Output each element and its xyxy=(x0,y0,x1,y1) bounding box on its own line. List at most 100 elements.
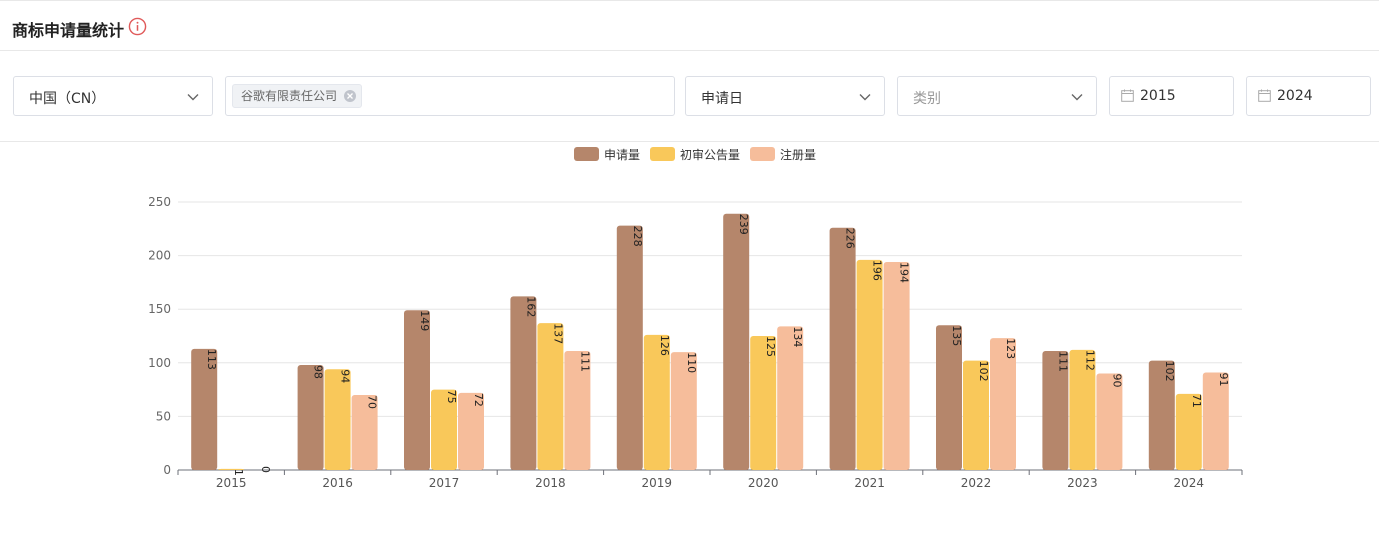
x-tick-label: 2021 xyxy=(854,476,885,490)
bar xyxy=(537,323,564,470)
data-label: 123 xyxy=(1004,338,1017,359)
data-label: 1 xyxy=(232,469,245,476)
y-tick-label: 150 xyxy=(148,302,171,316)
data-label: 102 xyxy=(1163,361,1176,382)
start-year-picker[interactable]: 2015 xyxy=(1109,76,1234,116)
data-label: 72 xyxy=(472,393,485,407)
bar xyxy=(297,364,324,470)
data-label: 135 xyxy=(950,325,963,346)
data-label: 194 xyxy=(898,262,911,283)
data-label: 113 xyxy=(205,349,218,370)
x-tick-label: 2016 xyxy=(322,476,353,490)
bar xyxy=(564,351,591,470)
x-tick-label: 2015 xyxy=(216,476,247,490)
end-year-picker[interactable]: 2024 xyxy=(1246,76,1371,116)
data-label: 125 xyxy=(764,336,777,357)
data-label: 134 xyxy=(791,326,804,347)
data-label: 126 xyxy=(658,335,671,356)
date-type-select[interactable]: 申请日 xyxy=(685,76,885,116)
data-label: 70 xyxy=(366,395,379,409)
country-select[interactable]: 中国（CN） xyxy=(13,76,213,116)
data-label: 228 xyxy=(631,226,644,247)
legend-label: 申请量 xyxy=(604,147,641,162)
date-type-value: 申请日 xyxy=(701,91,743,107)
bar xyxy=(883,262,910,470)
start-year-value: 2015 xyxy=(1140,88,1176,104)
applicant-tag-label: 谷歌有限责任公司 xyxy=(241,89,338,103)
data-label: 112 xyxy=(1083,350,1096,371)
data-label: 98 xyxy=(312,365,325,379)
category-placeholder: 类别 xyxy=(913,91,941,107)
bar xyxy=(750,336,777,470)
bar-chart: 0 50 100 150 200 250 2015 113 1 0 2016 98 94 70 2017 14… xyxy=(148,195,1243,490)
bar xyxy=(191,348,218,470)
bar xyxy=(431,389,457,470)
y-tick-label: 0 xyxy=(163,463,171,477)
bar xyxy=(324,369,351,470)
x-tick-label: 2024 xyxy=(1174,476,1205,490)
data-label: 0 xyxy=(259,466,272,473)
y-tick-label: 100 xyxy=(148,356,171,370)
chart-legend: 申请量 初审公告量 注册量 xyxy=(574,146,826,162)
x-tick-label: 2017 xyxy=(429,476,460,490)
bar xyxy=(643,334,670,470)
data-label: 111 xyxy=(1056,351,1069,372)
chevron-down-icon xyxy=(1071,94,1083,101)
legend-swatch xyxy=(650,147,676,161)
bar xyxy=(963,360,989,470)
filter-bar: 中国（CN） 谷歌有限责任公司 申请日 类别 xyxy=(0,51,1379,142)
bar xyxy=(723,213,750,470)
data-label: 111 xyxy=(578,351,591,372)
bar xyxy=(616,225,643,470)
bar xyxy=(1042,351,1069,470)
bar xyxy=(936,325,962,470)
calendar-icon xyxy=(1121,89,1134,102)
x-tick-label: 2019 xyxy=(642,476,673,490)
data-label: 137 xyxy=(551,323,564,344)
data-label: 226 xyxy=(844,228,857,249)
applicant-input[interactable]: 谷歌有限责任公司 xyxy=(225,76,675,116)
bar xyxy=(990,338,1016,470)
bar xyxy=(458,392,484,470)
y-tick-label: 50 xyxy=(156,409,171,423)
page-header: 商标申请量统计 xyxy=(0,0,1379,51)
data-label: 239 xyxy=(737,214,750,235)
legend-swatch xyxy=(750,147,776,161)
data-label: 75 xyxy=(445,390,458,404)
x-tick-label: 2022 xyxy=(961,476,992,490)
bar xyxy=(1175,393,1202,470)
data-label: 149 xyxy=(418,310,431,331)
legend-item-applications[interactable]: 申请量 xyxy=(574,146,640,163)
bar xyxy=(856,259,883,470)
data-label: 91 xyxy=(1217,372,1230,386)
data-label: 90 xyxy=(1110,374,1123,388)
legend-swatch xyxy=(574,147,599,161)
page-title: 商标申请量统计 xyxy=(12,21,125,40)
y-tick-label: 200 xyxy=(148,249,171,263)
legend-item-preliminary[interactable]: 初审公告量 xyxy=(650,146,740,163)
category-select[interactable]: 类别 xyxy=(897,76,1097,116)
legend-label: 初审公告量 xyxy=(680,147,741,162)
x-tick-label: 2023 xyxy=(1067,476,1098,490)
bar xyxy=(1096,373,1123,470)
data-label: 162 xyxy=(524,296,537,317)
calendar-icon xyxy=(1258,89,1271,102)
tag-close-icon[interactable] xyxy=(344,90,357,102)
bar xyxy=(1202,372,1229,470)
bar xyxy=(404,310,430,470)
bar xyxy=(218,468,245,470)
legend-item-registrations[interactable]: 注册量 xyxy=(750,146,816,163)
bar xyxy=(777,326,804,470)
end-year-value: 2024 xyxy=(1277,88,1313,104)
bar xyxy=(670,352,697,470)
bar xyxy=(351,394,378,470)
x-tick-label: 2018 xyxy=(535,476,566,490)
chevron-down-icon xyxy=(187,94,199,101)
bar xyxy=(1148,360,1175,470)
info-circle-icon[interactable] xyxy=(128,17,147,36)
x-tick-label: 2020 xyxy=(748,476,779,490)
applicant-tag: 谷歌有限责任公司 xyxy=(232,84,363,108)
data-label: 71 xyxy=(1190,394,1203,408)
bar xyxy=(510,296,537,470)
country-select-value: 中国（CN） xyxy=(29,91,106,107)
